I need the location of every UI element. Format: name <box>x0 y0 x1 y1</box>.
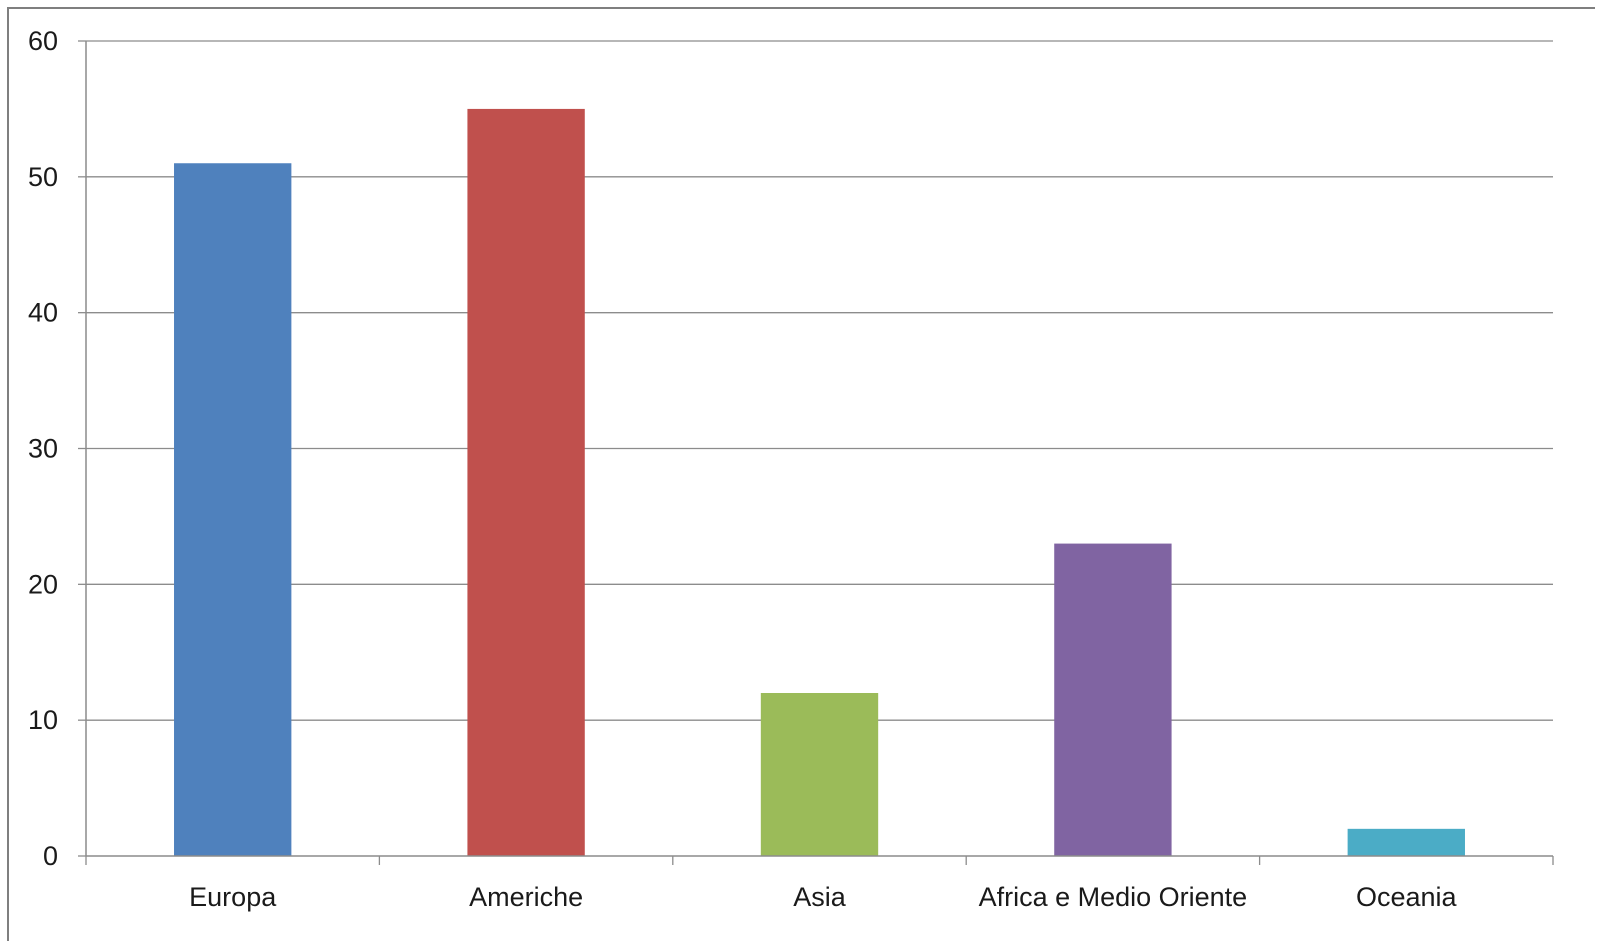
x-tick-labels: Europa Americhe Asia Africa e Medio Oriente… <box>189 882 1457 912</box>
y-tick-label: 40 <box>28 298 58 328</box>
bars <box>174 108 1465 856</box>
y-tick-label: 30 <box>28 434 58 464</box>
x-tick-label: Oceania <box>1356 882 1458 912</box>
bar-europa <box>174 163 292 856</box>
y-tick-label: 20 <box>28 569 58 599</box>
bar-africa-e-medio-oriente <box>1054 543 1172 856</box>
bar-oceania <box>1347 828 1465 856</box>
bar-asia <box>760 693 879 856</box>
x-tick-label: Asia <box>793 882 847 912</box>
y-tick-label: 50 <box>28 162 58 192</box>
y-tick-label: 0 <box>43 841 58 871</box>
x-tick-label: Africa e Medio Oriente <box>979 882 1248 912</box>
gridlines <box>86 40 1553 721</box>
x-tick-label: Americhe <box>469 882 583 912</box>
y-tick-labels: 0 10 20 30 40 50 60 <box>28 26 58 871</box>
x-tick-label: Europa <box>189 882 277 912</box>
y-tick-label: 10 <box>28 705 58 735</box>
axes <box>78 40 1554 865</box>
y-tick-label: 60 <box>28 26 58 56</box>
bar-americhe <box>467 108 585 856</box>
chart-border <box>7 7 1595 941</box>
